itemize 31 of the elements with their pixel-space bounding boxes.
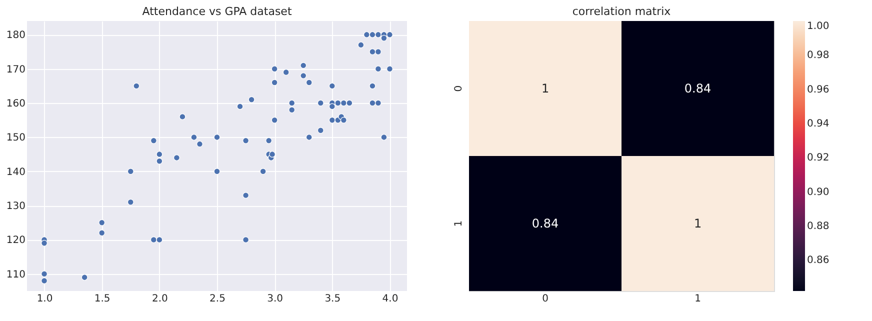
color-bar-label: 0.86	[807, 255, 830, 266]
color-bar-label: 0.94	[807, 118, 830, 130]
data-label: 1	[541, 82, 550, 96]
x-tick-label: 3.5	[324, 294, 341, 304]
x-tick-label: 3.0	[267, 294, 284, 304]
x-tick-label: 0	[542, 294, 548, 304]
x-tick-label: 4.0	[382, 294, 398, 304]
y-tick-label: 180	[6, 30, 26, 42]
x-tick-label: 2.5	[210, 294, 226, 304]
x-tick-label: 1.0	[36, 294, 53, 304]
chart-title: Attendance vs GPA dataset	[142, 5, 292, 18]
y-tick-label: 160	[6, 98, 26, 110]
color-bar-label: 0.98	[807, 50, 830, 62]
data-label: 0.84	[532, 216, 559, 230]
color-bar-label: 0.88	[807, 221, 830, 232]
data-label: 1	[694, 216, 702, 230]
color-bar-label: 0.92	[807, 152, 830, 164]
color-bar-label: 0.96	[807, 84, 830, 96]
y-tick-label: 140	[6, 166, 26, 178]
y-tick-label: 110	[6, 269, 26, 280]
y-tick-label: 130	[6, 201, 26, 212]
x-tick-label: 2.0	[152, 294, 168, 304]
color-bar-label: 1.00	[807, 21, 830, 32]
y-tick-label: 150	[6, 132, 26, 144]
chart-title: correlation matrix	[572, 5, 672, 18]
y-tick-label: 170	[6, 64, 26, 76]
x-tick-label: 1	[694, 294, 701, 304]
y-tick-label: 120	[6, 235, 26, 246]
color-bar-label: 0.90	[807, 186, 830, 198]
data-label: 0.84	[684, 82, 712, 96]
x-tick-label: 1.5	[94, 294, 110, 304]
